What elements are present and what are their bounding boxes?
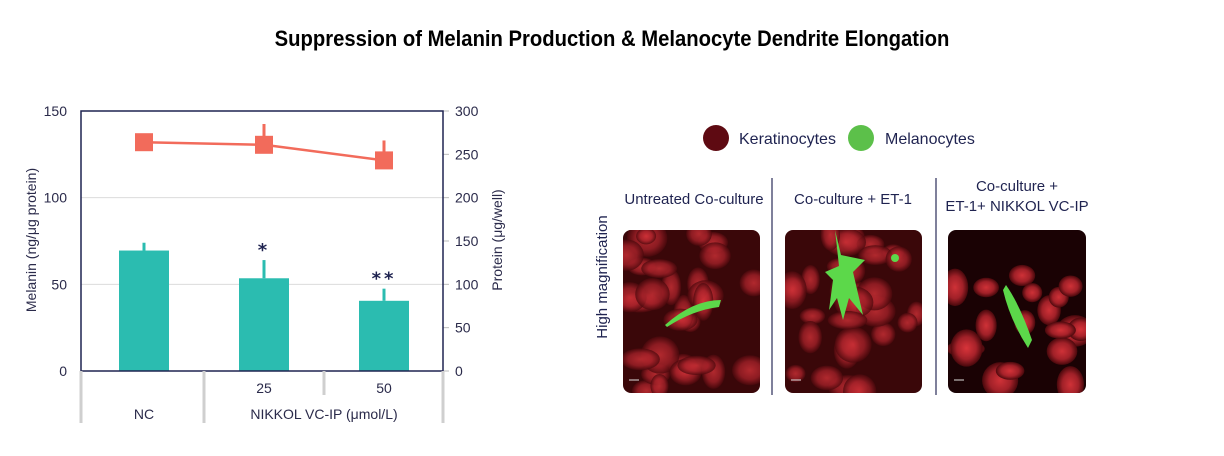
keratinocyte-cell (732, 355, 760, 386)
keratinocyte-cell (1058, 275, 1083, 297)
y2-tick-label: 300 (455, 103, 479, 119)
panel-heading-untreated: Untreated Co-culture (624, 191, 763, 208)
melanocytes-legend-label: Melanocytes (885, 131, 975, 148)
keratinocyte-cell (871, 322, 896, 347)
protein-marker-25 (255, 135, 273, 154)
panel-heading-vcip-line1: Co-culture + (976, 178, 1058, 195)
keratinocyte-cell (677, 355, 716, 376)
keratinocyte-cell (973, 277, 999, 298)
plot-frame (80, 110, 444, 372)
keratinocyte-cell (820, 230, 841, 251)
melanocyte (825, 230, 865, 320)
bar-50 (359, 300, 409, 371)
bar-NC (119, 250, 169, 371)
micrograph-3 (948, 230, 1086, 393)
keratinocyte-cell (650, 373, 669, 393)
melanocyte (665, 300, 721, 327)
y2-tick-label: 100 (455, 276, 479, 292)
keratinocyte-cell (699, 242, 731, 270)
y2-axis-label: Protein (μg/well) (489, 189, 505, 290)
category-label: 25 (256, 380, 272, 396)
y-tick-label: 150 (44, 103, 68, 119)
protein-marker-50 (375, 151, 393, 170)
keratinocyte-cell (1056, 366, 1084, 393)
keratinocyte-cell (636, 230, 657, 245)
keratinocytes-legend-label: Keratinocytes (739, 131, 836, 148)
keratinocyte-cell (641, 259, 678, 279)
keratinocyte-cell (897, 312, 918, 333)
keratinocyte-cell (623, 239, 644, 271)
keratinocyte-cell (799, 307, 826, 325)
y2-tick-label: 150 (455, 233, 479, 249)
keratinocyte-cell (635, 278, 670, 311)
keratinocyte-cell (1067, 317, 1086, 341)
y-axis-label: Melanin (ng/μg protein) (23, 168, 39, 312)
keratinocyte-cell (950, 329, 983, 367)
melanocyte-fragment (891, 254, 899, 262)
micrograph-2 (785, 230, 922, 393)
keratinocyte-cell (1044, 321, 1076, 339)
keratinocyte-cell (1008, 264, 1036, 287)
figure-title: Suppression of Melanin Production & Mela… (274, 26, 950, 51)
keratinocyte-cell (948, 268, 969, 307)
keratinocyte-cell (785, 364, 806, 383)
y2-tick-label: 200 (455, 190, 479, 206)
y-tick-label: 0 (59, 363, 67, 379)
keratinocyte-cell (798, 321, 822, 354)
keratinocyte-cell (1022, 283, 1043, 303)
keratinocytes-legend-swatch (703, 125, 729, 151)
category-label: NC (134, 406, 154, 422)
keratinocyte-cell (623, 348, 660, 371)
category-label: 50 (376, 380, 392, 396)
y2-tick-label: 250 (455, 146, 479, 162)
keratinocyte-cell (843, 374, 877, 393)
keratinocyte-cell (995, 361, 1025, 380)
y-tick-label: 100 (44, 190, 68, 206)
melanocytes-legend-swatch (848, 125, 874, 151)
panel-heading-et1: Co-culture + ET-1 (794, 191, 912, 208)
keratinocyte-cell (834, 326, 872, 363)
significance-marker: ** (372, 269, 397, 290)
y2-tick-label: 0 (455, 363, 463, 379)
keratinocyte-cell (858, 245, 893, 265)
group-label: NIKKOL VC-IP (μmol/L) (250, 406, 397, 422)
melanocyte (1003, 285, 1032, 348)
significance-marker: * (258, 240, 270, 261)
micrograph-1 (623, 230, 760, 393)
bar-25 (239, 278, 289, 371)
keratinocyte-cell (810, 365, 844, 391)
keratinocyte-cell (975, 309, 997, 342)
keratinocyte-cell (739, 269, 760, 297)
keratinocyte-cell (1046, 337, 1078, 365)
y2-tick-label: 50 (455, 320, 471, 336)
keratinocyte-cell (686, 230, 712, 246)
panel-heading-vcip-line2: ET-1+ NIKKOL VC-IP (945, 198, 1088, 215)
keratinocyte-cell (785, 271, 807, 310)
y-tick-label: 50 (51, 276, 67, 292)
keratinocyte-cell (827, 311, 868, 330)
row-label: High magnification (594, 215, 611, 338)
protein-marker-NC (135, 133, 153, 152)
